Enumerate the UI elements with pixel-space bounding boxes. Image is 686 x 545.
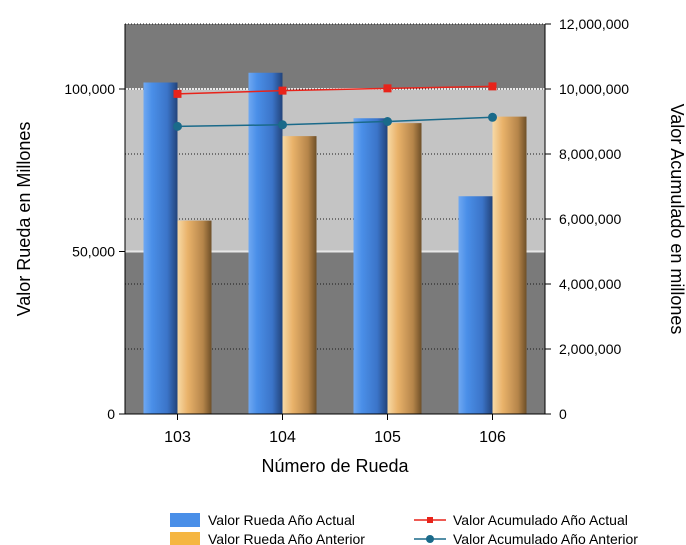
legend-label-bar-actual: Valor Rueda Año Actual (208, 512, 355, 528)
bar-previous (387, 123, 422, 414)
point-previous (173, 121, 182, 131)
legend-marker-line-actual (427, 517, 433, 523)
x-axis-title: Número de Rueda (261, 456, 409, 476)
point-actual (278, 86, 287, 95)
point-previous (278, 120, 287, 130)
point-actual (173, 89, 182, 98)
legend-marker-line-previous (426, 535, 434, 543)
bar-previous (492, 116, 527, 414)
right-tick-label: 12,000,000 (559, 16, 629, 32)
legend: Valor Rueda Año Actual Valor Rueda Año A… (170, 512, 638, 545)
legend-label-line-previous: Valor Acumulado Año Anterior (453, 531, 638, 545)
right-tick-label: 6,000,000 (559, 211, 621, 227)
bar-actual (458, 196, 493, 414)
x-tick-label: 104 (269, 429, 296, 446)
x-tick-label: 103 (164, 429, 191, 446)
series-line-previous (177, 116, 493, 128)
right-tick-label: 0 (559, 406, 567, 422)
legend-label-bar-previous: Valor Rueda Año Anterior (208, 531, 365, 545)
axes: 0 50,000 100,000 0 2,000,000 4,000,000 6,000,… (64, 16, 629, 446)
left-tick-label: 100,000 (64, 81, 115, 97)
bar-actual (248, 72, 283, 414)
left-tick-label: 50,000 (72, 244, 115, 260)
right-axis-title: Valor Acumulado en millones (667, 104, 686, 335)
x-tick-label: 106 (479, 429, 506, 446)
point-previous (383, 117, 392, 126)
point-actual (383, 84, 392, 93)
bar-actual (353, 118, 388, 414)
right-axis-ticks: 0 2,000,000 4,000,000 6,000,000 8,000,000 10,… (545, 16, 629, 422)
bar-actual (143, 82, 178, 414)
series-line-actual (177, 85, 493, 95)
right-tick-label: 10,000,000 (559, 81, 629, 97)
left-tick-label: 0 (107, 406, 115, 422)
bar-previous (177, 220, 212, 414)
lines (173, 82, 497, 131)
legend-swatch-bar-actual (170, 513, 200, 527)
left-axis-title: Valor Rueda en Millones (14, 122, 34, 317)
right-tick-label: 8,000,000 (559, 146, 621, 162)
point-previous (488, 112, 497, 122)
right-tick-label: 2,000,000 (559, 341, 621, 357)
left-axis-ticks: 0 50,000 100,000 (64, 81, 125, 422)
legend-swatch-bar-previous (170, 532, 200, 545)
legend-label-line-actual: Valor Acumulado Año Actual (453, 512, 628, 528)
bars (143, 72, 527, 414)
x-tick-label: 105 (374, 429, 401, 446)
x-axis-ticks: 103 104 105 106 (164, 414, 506, 446)
bar-previous (282, 136, 317, 414)
right-tick-label: 4,000,000 (559, 276, 621, 292)
point-actual (488, 82, 497, 91)
